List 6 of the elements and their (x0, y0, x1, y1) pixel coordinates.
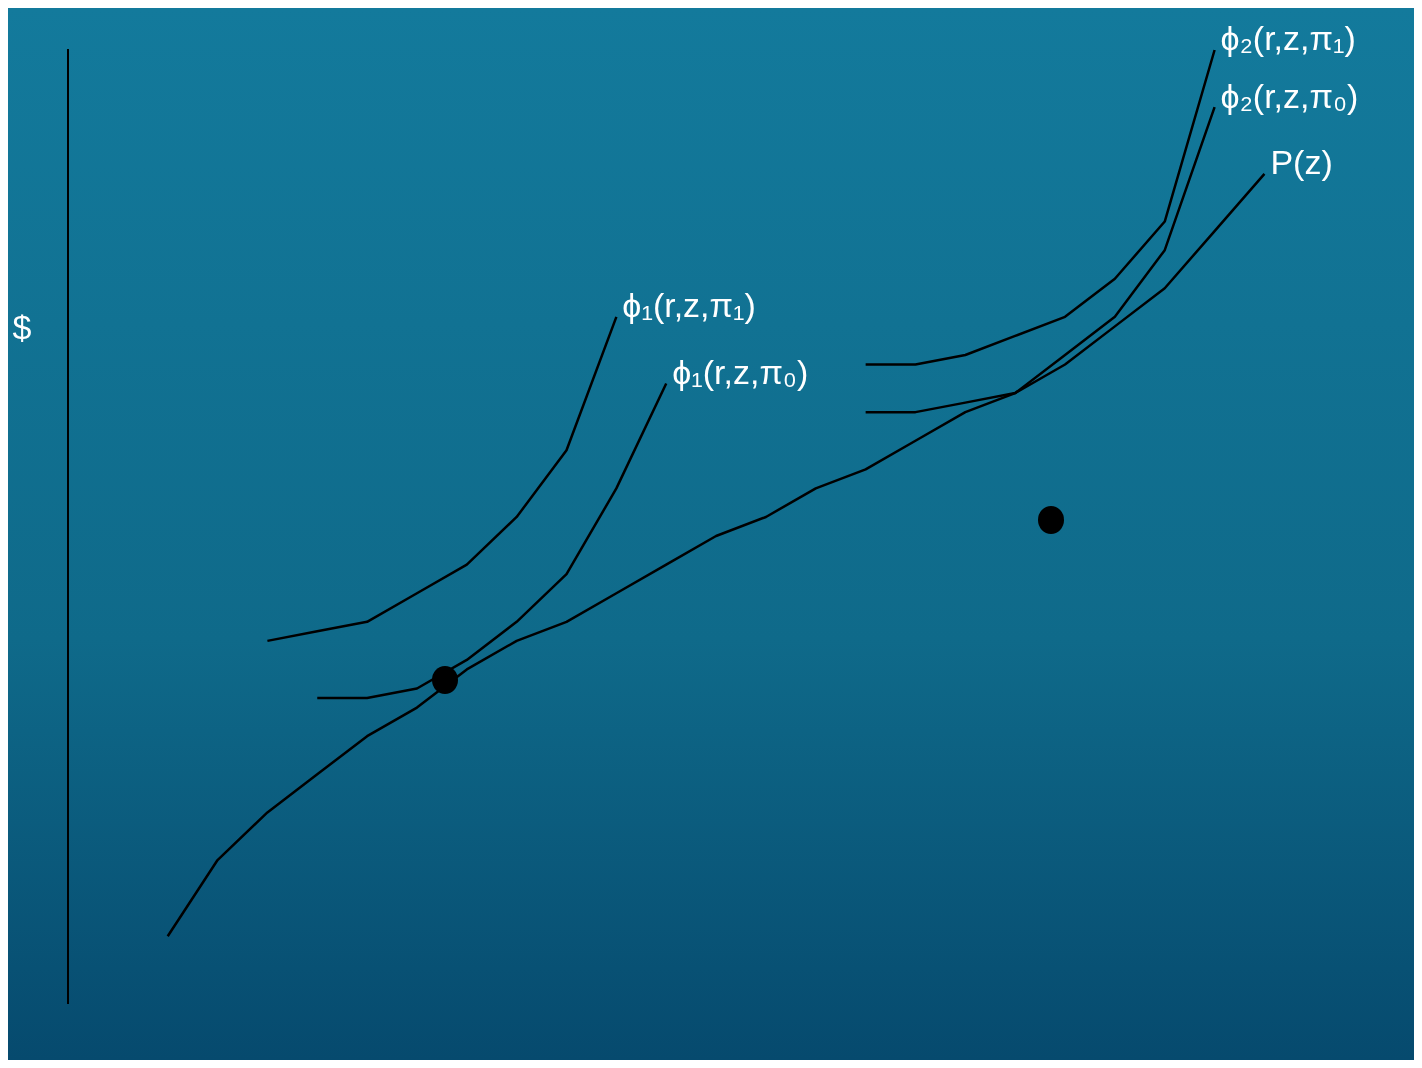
series-label: ϕ₁(r,z,π₀) (672, 352, 809, 391)
series-label: ϕ₂(r,z,π₁) (1220, 19, 1356, 58)
series-label: ϕ₂(r,z,π₀) (1220, 76, 1359, 115)
series-label: P(z) (1270, 143, 1333, 182)
y-axis-title: $ (12, 308, 32, 347)
series-label: ϕ₁(r,z,π₁) (622, 286, 756, 325)
